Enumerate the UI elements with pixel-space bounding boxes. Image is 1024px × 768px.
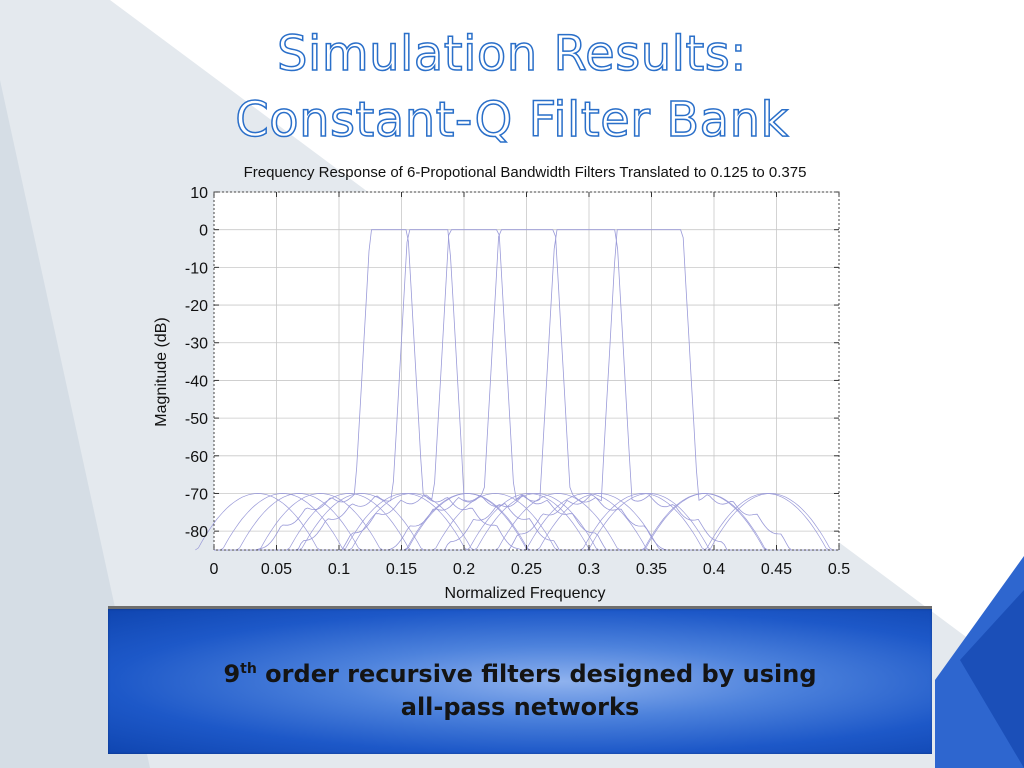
x-tick-label: 0.4 (703, 561, 725, 578)
x-tick-label: 0.5 (828, 561, 850, 578)
y-axis-label: Magnitude (dB) (153, 317, 170, 426)
y-tick-label: 0 (199, 223, 208, 240)
x-tick-label: 0 (210, 561, 219, 578)
y-tick-label: 10 (190, 185, 208, 202)
filter-sidelobe (466, 493, 592, 551)
y-tick-label: -70 (185, 486, 208, 503)
filter-sidelobe (495, 493, 621, 551)
y-tick-label: -60 (185, 449, 208, 466)
filter-sidelobe (220, 493, 346, 551)
plot-frame (213, 191, 840, 551)
filter-sidelobe (403, 493, 530, 551)
caption-line2: all-pass networks (400, 693, 640, 721)
slide-title-line1: Simulation Results: (276, 26, 747, 82)
y-tick-label: -50 (185, 411, 208, 428)
filter-sidelobe (707, 493, 833, 551)
frequency-response-chart: Frequency Response of 6-Propotional Band… (153, 164, 850, 602)
filter-sidelobe (286, 493, 412, 551)
filter-sidelobe (195, 493, 321, 551)
filter-sidelobe (348, 493, 475, 551)
y-tick-label: -80 (185, 524, 208, 541)
caption-order-suffix: th (240, 661, 257, 677)
y-tick-label: -10 (185, 260, 208, 277)
filter-sidelobe (257, 493, 383, 551)
x-tick-label: 0.15 (386, 561, 417, 578)
x-tick-label: 0.25 (511, 561, 542, 578)
x-tick-label: 0.1 (328, 561, 350, 578)
filter-sidelobe (641, 493, 767, 551)
y-tick-label: -40 (185, 373, 208, 390)
filter-sidelobe (298, 493, 425, 551)
filter-curve-6 (416, 229, 839, 551)
slide-title-line2: Constant-Q Filter Bank (234, 92, 789, 148)
filter-sidelobe (473, 493, 600, 551)
x-axis-label: Normalized Frequency (445, 585, 606, 602)
filter-sidelobe (580, 493, 706, 551)
x-tick-label: 0.45 (761, 561, 792, 578)
caption-order-number: 9 (223, 660, 241, 688)
caption-box: 9th order recursive filters designed by … (108, 606, 932, 754)
x-tick-label: 0.35 (636, 561, 667, 578)
chart-title: Frequency Response of 6-Propotional Band… (244, 164, 807, 181)
filter-curve-1 (214, 229, 608, 551)
x-tick-label: 0.05 (261, 561, 292, 578)
filter-sidelobe (523, 493, 650, 551)
y-tick-label: -30 (185, 336, 208, 353)
x-tick-label: 0.3 (578, 561, 600, 578)
caption-line1: order recursive filters designed by usin… (256, 660, 817, 688)
filter-sidelobe (536, 493, 662, 551)
filter-sidelobe (236, 493, 362, 551)
filter-sidelobe (342, 493, 468, 551)
x-tick-label: 0.2 (453, 561, 475, 578)
caption-text: 9th order recursive filters designed by … (108, 653, 932, 724)
y-tick-label: -20 (185, 298, 208, 315)
